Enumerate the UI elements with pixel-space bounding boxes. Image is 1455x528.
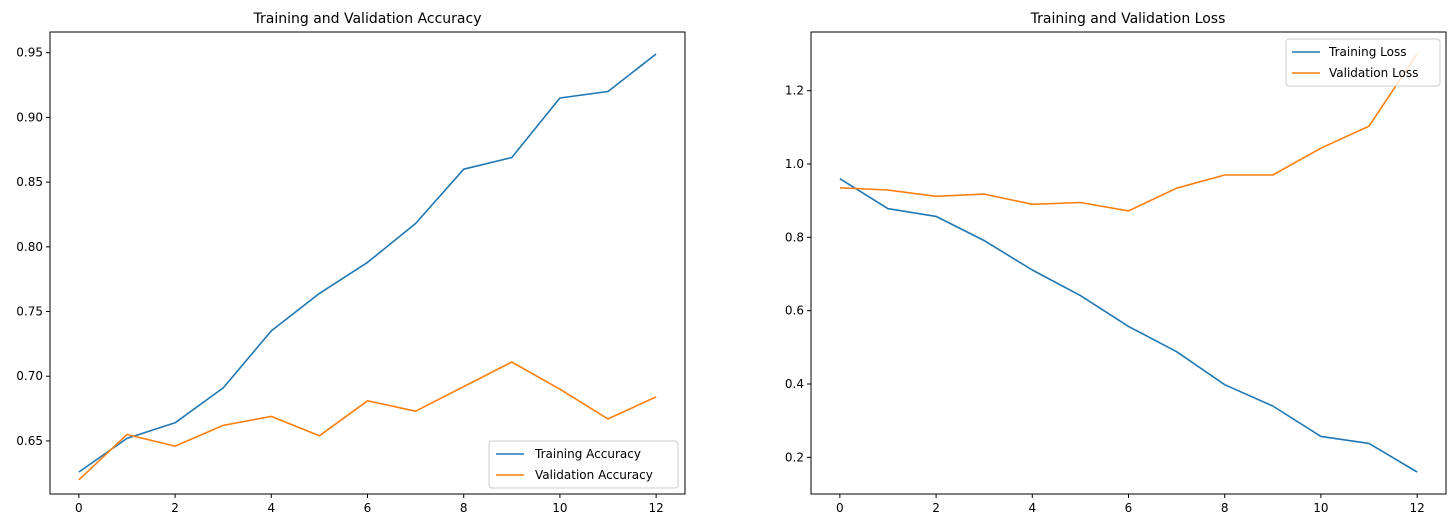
accuracy-x-tick-label: 0: [75, 501, 83, 515]
accuracy-x-tick-label: 6: [364, 501, 372, 515]
accuracy-y-tick-label: 0.65: [16, 434, 43, 448]
loss-y-tick-label: 0.4: [785, 377, 804, 391]
loss-x-tick-label: 8: [1221, 501, 1229, 515]
loss-y-axis: 0.2 0.4 0.6 0.8 1.0 1.2: [785, 84, 811, 464]
accuracy-x-tick-label: 2: [171, 501, 179, 515]
accuracy-y-tick-label: 0.75: [16, 305, 43, 319]
loss-y-tick-label: 1.0: [785, 157, 804, 171]
loss-y-tick-label: 1.2: [785, 84, 804, 98]
accuracy-y-tick-label: 0.90: [16, 110, 43, 124]
accuracy-chart-title: Training and Validation Accuracy: [253, 11, 482, 27]
accuracy-series-training-accuracy: [78, 53, 657, 473]
loss-x-tick-label: 4: [1028, 501, 1036, 515]
legend-label-training-accuracy: Training Accuracy: [534, 447, 641, 461]
accuracy-x-tick-label: 10: [552, 501, 567, 515]
loss-chart-title: Training and Validation Loss: [1030, 11, 1226, 27]
accuracy-x-tick-label: 8: [460, 501, 468, 515]
loss-y-tick-label: 0.2: [785, 450, 804, 464]
loss-x-tick-label: 12: [1409, 501, 1424, 515]
loss-axes-frame: [810, 31, 1447, 495]
accuracy-legend: Training Accuracy Validation Accuracy: [488, 440, 679, 489]
accuracy-x-tick-label: 4: [267, 501, 275, 515]
legend-label-training-loss: Training Loss: [1328, 45, 1406, 59]
accuracy-x-tick-label: 12: [648, 501, 663, 515]
loss-panel: Training and Validation Loss 0 2 4 6 8 10 12 0…: [785, 11, 1447, 515]
accuracy-y-tick-label: 0.95: [16, 46, 43, 60]
loss-series-training-loss: [839, 178, 1418, 473]
accuracy-x-axis: 0 2 4 6 8 10 12: [75, 494, 664, 515]
loss-x-tick-label: 6: [1125, 501, 1133, 515]
accuracy-plot-area: [78, 53, 657, 481]
legend-label-validation-accuracy: Validation Accuracy: [535, 468, 653, 482]
accuracy-y-tick-label: 0.85: [16, 175, 43, 189]
accuracy-panel: Training and Validation Accuracy 0 2 4 6 8 10…: [16, 11, 686, 515]
loss-series-validation-loss: [839, 53, 1418, 212]
accuracy-series-validation-accuracy: [78, 361, 657, 481]
accuracy-y-tick-label: 0.70: [16, 369, 43, 383]
accuracy-y-tick-label: 0.80: [16, 240, 43, 254]
loss-x-tick-label: 2: [932, 501, 940, 515]
loss-legend: Training Loss Validation Loss: [1285, 38, 1441, 87]
accuracy-legend-box: [488, 440, 679, 489]
legend-label-validation-loss: Validation Loss: [1329, 66, 1418, 80]
loss-x-tick-label: 10: [1313, 501, 1328, 515]
loss-legend-box: [1285, 38, 1441, 87]
loss-x-axis: 0 2 4 6 8 10 12: [836, 494, 1425, 515]
loss-y-tick-label: 0.8: [785, 230, 804, 244]
loss-y-tick-label: 0.6: [785, 304, 804, 318]
loss-plot-area: [839, 53, 1418, 473]
accuracy-y-axis: 0.65 0.70 0.75 0.80 0.85 0.90 0.95: [16, 46, 50, 448]
loss-x-tick-label: 0: [836, 501, 844, 515]
